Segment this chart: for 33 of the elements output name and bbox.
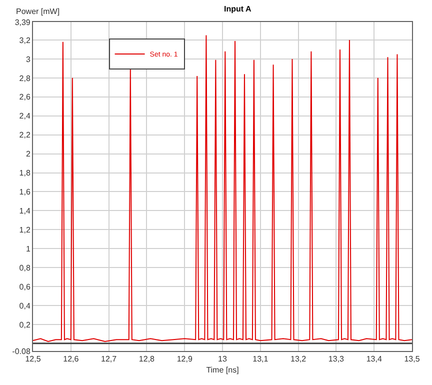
x-tick-label: 13,2 [290,354,307,364]
y-tick-label: 0,2 [19,320,31,330]
y-tick-label: 0,4 [19,301,31,310]
x-tick-label: 12,5 [25,354,42,364]
y-tick-label: 0,8 [19,263,31,272]
y-tick-label: 0,6 [19,282,31,292]
x-tick-label: 12,8 [138,354,156,364]
x-tick-label: 13,1 [252,354,269,364]
y-tick-label: 2,8 [19,74,31,83]
y-tick-label: 1 [26,244,31,254]
x-axis-title: Time [ns] [206,366,239,375]
x-tick-label: 12,7 [101,354,118,364]
y-tick-label: 1,6 [19,188,31,197]
y-axis-title: Power [mW] [16,7,60,16]
y-tick-label: 1,8 [19,168,31,178]
y-tick-label: 3 [26,54,31,64]
y-tick-label: 2 [26,150,31,159]
y-tick-label: 3,39 [14,18,31,27]
x-tick-label: 12,6 [63,354,80,364]
y-tick-label: 3,2 [19,36,31,45]
y-tick-label: -0.08 [12,346,31,356]
x-tick-label: 13 [218,354,228,364]
x-tick-label: 13,3 [328,354,345,364]
chart-title: Input A [224,4,252,14]
y-tick-label: 1,4 [19,206,31,216]
y-tick-label: 2,4 [19,112,31,121]
line-series [33,34,412,342]
x-tick-label: 12,9 [176,354,193,364]
y-tick-label: 2,2 [19,130,31,140]
x-tick-label: 13,4 [366,354,382,364]
y-tick-label: 1,2 [19,225,31,234]
y-tick-label: 2,6 [19,92,31,102]
x-tick-label: 13,5 [404,354,420,364]
